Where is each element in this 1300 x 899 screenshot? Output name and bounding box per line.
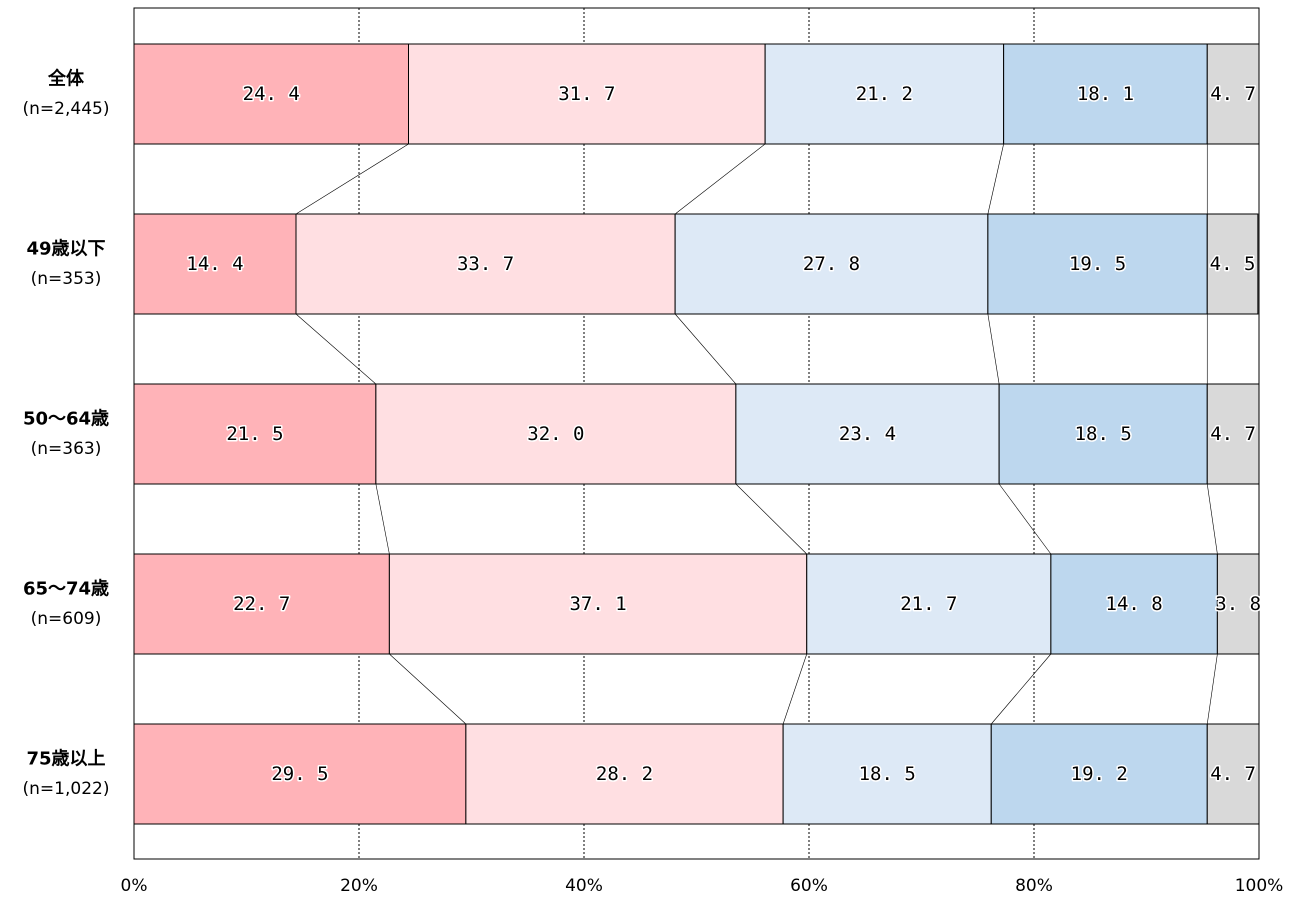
bar-segment — [133, 723, 467, 825]
series-line — [735, 483, 807, 555]
category-n-label: (n=2,445) — [23, 99, 110, 119]
x-tick-label: 100% — [1235, 876, 1284, 896]
data-label: 19. 5 — [1069, 253, 1126, 275]
bar-segment — [133, 43, 409, 145]
data-label: 28. 2 — [596, 763, 653, 785]
bar-segment — [295, 213, 676, 315]
data-label: 18. 5 — [1075, 423, 1132, 445]
x-tick-label: 20% — [340, 876, 378, 896]
bar-segment — [1206, 213, 1259, 315]
category-n-label: (n=353) — [31, 269, 102, 289]
category-n-label: (n=1,022) — [23, 779, 110, 799]
data-label: 32. 0 — [527, 423, 584, 445]
data-label: 21. 7 — [900, 593, 957, 615]
category-label: 49歳以下 — [26, 239, 105, 260]
category-n-label: (n=609) — [31, 609, 102, 629]
series-line — [987, 313, 1000, 385]
bar-segment — [806, 553, 1052, 655]
bar-segment — [735, 383, 1000, 485]
series-line — [295, 313, 377, 385]
bar-segment — [465, 723, 784, 825]
data-label: 4. 5 — [1210, 253, 1256, 275]
bar-segment — [1206, 383, 1260, 485]
bar-segment — [674, 213, 989, 315]
x-tick-label: 40% — [565, 876, 603, 896]
data-label: 27. 8 — [803, 253, 860, 275]
bar-segment — [990, 723, 1208, 825]
data-label: 37. 1 — [569, 593, 626, 615]
category-n-label: (n=363) — [31, 439, 102, 459]
bar-segment — [1050, 553, 1218, 655]
bar-segment — [987, 213, 1208, 315]
data-label: 24. 4 — [243, 83, 300, 105]
series-line — [782, 653, 808, 725]
data-label: 4. 7 — [1210, 423, 1256, 445]
x-tick-label: 0% — [121, 876, 148, 896]
data-label: 33. 7 — [457, 253, 514, 275]
category-label: 75歳以上 — [26, 749, 105, 770]
bar-segment — [1003, 43, 1208, 145]
series-line — [987, 143, 1004, 215]
series-line — [991, 653, 1052, 725]
bar-segment — [998, 383, 1208, 485]
data-label: 23. 4 — [839, 423, 896, 445]
data-label: 21. 5 — [226, 423, 283, 445]
data-label: 14. 4 — [186, 253, 243, 275]
bar-segment — [133, 553, 390, 655]
bar-segment — [375, 383, 737, 485]
x-tick-label: 60% — [790, 876, 828, 896]
data-label: 18. 1 — [1077, 83, 1134, 105]
bar-segment — [1216, 553, 1260, 655]
category-label: 50～64歳 — [23, 409, 109, 430]
bar-segment — [1206, 723, 1260, 825]
series-line — [295, 143, 409, 215]
series-line — [1206, 483, 1218, 555]
x-tick-label: 80% — [1015, 876, 1053, 896]
data-label: 14. 8 — [1106, 593, 1163, 615]
data-label: 22. 7 — [233, 593, 290, 615]
bar-segment — [1206, 43, 1260, 145]
data-label: 4. 7 — [1210, 83, 1256, 105]
series-line — [674, 313, 737, 385]
data-label: 19. 2 — [1071, 763, 1128, 785]
data-label: 4. 7 — [1210, 763, 1256, 785]
bar-segment — [133, 213, 297, 315]
data-label: 3. 8 — [1215, 593, 1261, 615]
bar-segment — [133, 383, 377, 485]
category-label: 全体 — [47, 68, 85, 90]
data-label: 18. 5 — [859, 763, 916, 785]
data-label: 29. 5 — [271, 763, 328, 785]
data-label: 21. 2 — [856, 83, 913, 105]
series-line — [389, 653, 467, 725]
series-line — [674, 143, 766, 215]
bar-segment — [764, 43, 1005, 145]
category-label: 65～74歳 — [23, 579, 109, 600]
series-line — [375, 483, 390, 555]
data-label: 31. 7 — [558, 83, 615, 105]
bar-segment — [388, 553, 808, 655]
series-line — [998, 483, 1052, 555]
series-line — [1206, 653, 1218, 725]
bar-segment — [408, 43, 766, 145]
